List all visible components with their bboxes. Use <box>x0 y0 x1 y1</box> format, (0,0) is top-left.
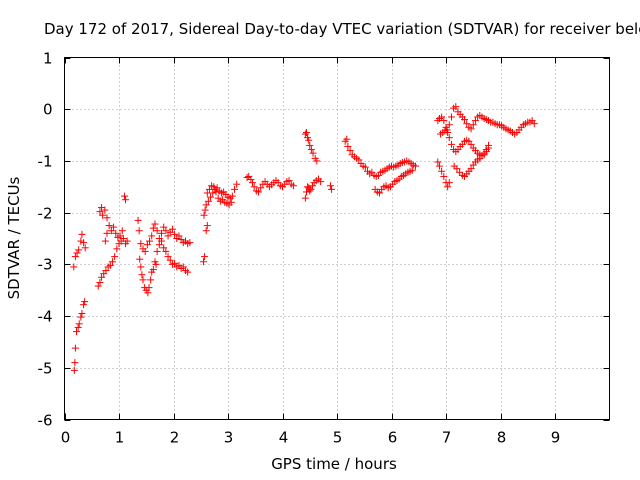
x-tick-label: 1 <box>115 429 125 447</box>
y-tick-label: 0 <box>43 101 53 119</box>
y-tick-label: -6 <box>38 412 53 430</box>
y-tick-label: -3 <box>38 256 53 274</box>
x-tick-label: 6 <box>388 429 398 447</box>
x-tick-label: 5 <box>333 429 343 447</box>
y-tick-label: -4 <box>38 308 53 326</box>
x-tick-label: 2 <box>170 429 180 447</box>
chart-title: Day 172 of 2017, Sidereal Day-to-day VTE… <box>44 20 640 38</box>
sdtvar-scatter-chart: Day 172 of 2017, Sidereal Day-to-day VTE… <box>0 0 640 480</box>
x-tick-label: 4 <box>279 429 289 447</box>
x-tick-label: 9 <box>551 429 561 447</box>
y-tick-label: -2 <box>38 205 53 223</box>
x-tick-label: 0 <box>61 429 71 447</box>
x-tick-label: 3 <box>224 429 234 447</box>
y-tick-label: 1 <box>43 50 53 68</box>
y-tick-label: -5 <box>38 360 53 378</box>
y-tick-label: -1 <box>38 153 53 171</box>
x-axis-label: GPS time / hours <box>271 455 397 473</box>
x-tick-label: 7 <box>442 429 452 447</box>
x-tick-label: 8 <box>497 429 507 447</box>
y-axis-label: SDTVAR / TECUs <box>5 176 23 299</box>
chart-background <box>0 0 640 480</box>
